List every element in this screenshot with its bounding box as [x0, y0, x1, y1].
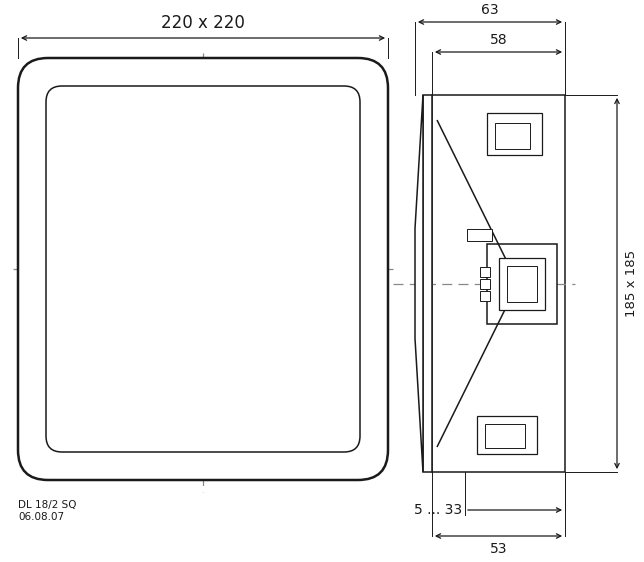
Text: 53: 53 — [489, 542, 507, 556]
Bar — [487, 113, 542, 155]
Bar — [423, 95, 432, 472]
Polygon shape — [415, 95, 423, 472]
Text: 185 x 185: 185 x 185 — [625, 250, 638, 317]
Bar — [480, 279, 490, 288]
Text: 220 x 220: 220 x 220 — [161, 14, 245, 32]
Text: 63: 63 — [481, 3, 499, 17]
Text: 06.08.07: 06.08.07 — [18, 512, 64, 522]
FancyBboxPatch shape — [46, 86, 360, 452]
Bar — [480, 266, 490, 277]
Bar — [507, 265, 537, 301]
FancyBboxPatch shape — [18, 58, 388, 480]
Bar — [432, 95, 565, 472]
Bar — [467, 229, 492, 241]
Text: DL 18/2 SQ: DL 18/2 SQ — [18, 500, 77, 510]
Text: 5 ... 33: 5 ... 33 — [414, 503, 462, 517]
Bar — [487, 243, 557, 324]
Text: 58: 58 — [489, 33, 507, 47]
Bar — [485, 424, 525, 448]
Bar — [495, 123, 530, 149]
Bar — [499, 257, 545, 310]
Bar — [477, 416, 537, 454]
Bar — [480, 291, 490, 301]
